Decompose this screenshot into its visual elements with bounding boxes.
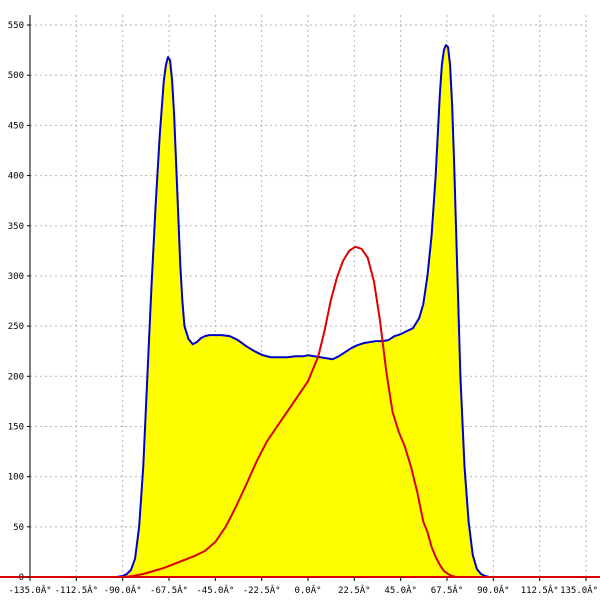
y-tick-label: 500	[8, 71, 24, 81]
x-tick-label: 22.5Â°	[338, 584, 371, 596]
y-tick-label: 250	[8, 322, 24, 332]
x-tick-label: 90.0Â°	[477, 584, 510, 596]
x-tick-label: 45.0Â°	[384, 584, 417, 596]
x-tick-label: 67.5Â°	[431, 584, 464, 596]
y-tick-label: 350	[8, 222, 24, 232]
x-tick-label: -135.0Â°	[8, 584, 51, 596]
y-tick-label: 200	[8, 372, 24, 382]
x-tick-label: 0.0Â°	[294, 584, 321, 596]
series-1-line	[30, 245, 586, 578]
x-tick-label: -112.5Â°	[55, 584, 98, 596]
series-0-area	[116, 45, 498, 578]
y-tick-label: 0	[19, 573, 24, 583]
x-tick-label: -22.5Â°	[243, 584, 281, 596]
x-tick-label: -45.0Â°	[196, 584, 234, 596]
x-tick-label: -90.0Â°	[104, 584, 142, 596]
y-tick-label: 450	[8, 121, 24, 131]
y-tick-label: 550	[8, 21, 24, 31]
ticks: 0 50 100 150 200 250 300 350 400 450 500 550 -135.0Â…	[8, 21, 598, 596]
y-tick-label: 400	[8, 172, 24, 182]
x-tick-label: 135.0Â°	[560, 584, 598, 596]
x-tick-label: 112.5Â°	[521, 584, 559, 596]
y-tick-label: 50	[13, 523, 24, 533]
y-tick-label: 100	[8, 473, 24, 483]
y-tick-label: 150	[8, 422, 24, 432]
x-tick-label: -67.5Â°	[150, 584, 188, 596]
series-layer	[30, 44, 586, 578]
y-tick-label: 300	[8, 272, 24, 282]
